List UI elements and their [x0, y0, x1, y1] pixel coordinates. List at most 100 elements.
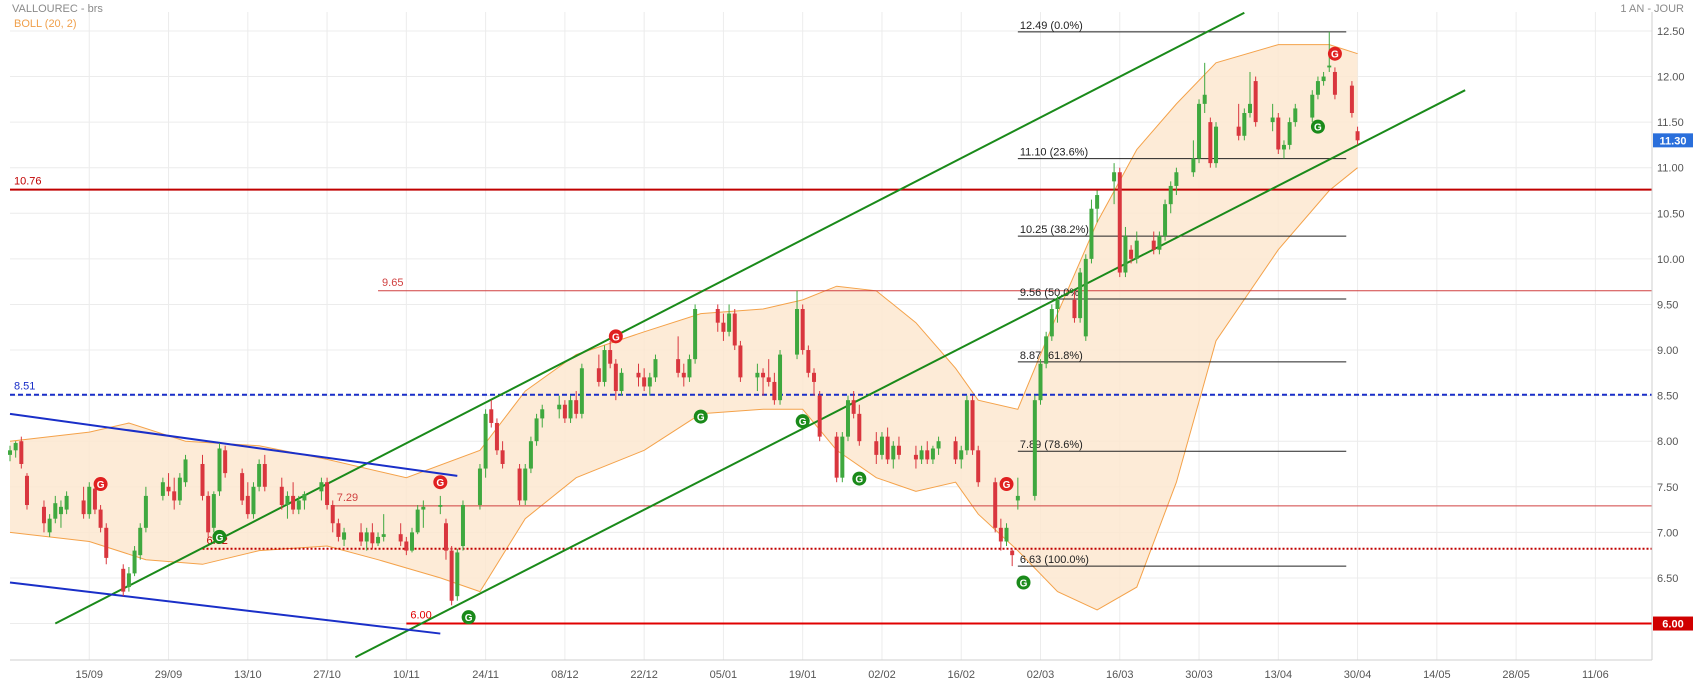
x-tick-label: 08/12	[551, 669, 579, 681]
bollinger-indicator-label[interactable]: BOLL (20, 2)	[14, 18, 77, 30]
candle-body	[87, 486, 92, 515]
candle-body	[500, 450, 505, 464]
candle-body	[727, 313, 732, 332]
candle-body	[489, 409, 494, 423]
signal-label: G	[465, 613, 473, 624]
y-tick-label: 10.50	[1657, 208, 1685, 220]
candle-body	[342, 532, 347, 540]
candle-body	[1168, 185, 1173, 205]
candle-body	[449, 550, 454, 601]
level-badge	[1653, 616, 1693, 631]
candle-body	[1208, 122, 1213, 164]
x-tick-label: 02/03	[1027, 669, 1055, 681]
buy-signal-marker	[212, 529, 227, 544]
candle-body	[845, 400, 850, 437]
candle-body	[562, 404, 567, 419]
candle-body	[681, 372, 686, 378]
candle-body	[296, 500, 301, 510]
candle-body	[1049, 309, 1054, 337]
candle-body	[1083, 258, 1088, 337]
candle-body	[998, 527, 1003, 542]
candle-body	[376, 536, 381, 544]
fib-label: 10.25 (38.2%)	[1020, 224, 1089, 236]
candle-body	[421, 506, 426, 510]
candle-body	[930, 448, 935, 460]
candle-body	[302, 494, 307, 501]
candle-body	[579, 368, 584, 414]
candle-body	[1355, 131, 1360, 141]
candle-body	[1055, 299, 1060, 310]
candle-body	[1327, 65, 1332, 68]
candle-body	[13, 443, 18, 451]
level-badge-label: 6.00	[1662, 619, 1683, 631]
x-tick-label: 13/10	[234, 669, 262, 681]
x-tick-label: 11/06	[1582, 669, 1609, 681]
candle-body	[121, 568, 126, 592]
candle-body	[523, 468, 528, 501]
candle-body	[438, 505, 443, 507]
y-tick-label: 12.00	[1657, 72, 1685, 84]
candle-body	[766, 377, 771, 382]
candle-body	[1214, 126, 1219, 164]
candle-body	[370, 532, 375, 544]
candle-body	[217, 448, 222, 492]
level-label-8.51: 8.51	[14, 381, 35, 393]
y-tick-label: 6.50	[1657, 573, 1678, 585]
bollinger-fill	[10, 44, 1358, 610]
candle-body	[636, 372, 641, 378]
green-trendline	[354, 89, 1466, 659]
y-tick-label: 9.50	[1657, 299, 1678, 311]
candle-body	[1010, 550, 1015, 556]
y-tick-label: 7.50	[1657, 482, 1678, 494]
candle-body	[251, 486, 256, 515]
x-tick-label: 05/01	[710, 669, 738, 681]
candle-body	[761, 372, 766, 378]
axes: 6.00 6.50 7.00 7.50 8.00 8.50 9.00 9.50 10.00 10.…	[10, 12, 1693, 681]
candle-body	[1310, 94, 1315, 118]
candle-body	[183, 459, 188, 483]
candle-body	[1315, 81, 1320, 95]
candle-body	[477, 468, 482, 506]
candle-body	[81, 500, 86, 515]
y-tick-label: 9.00	[1657, 345, 1678, 357]
buy-signal-marker	[852, 471, 867, 486]
candle-body	[693, 309, 698, 360]
candle-body	[953, 441, 958, 460]
fib-label: 8.87 (61.8%)	[1020, 350, 1083, 362]
candle-body	[772, 381, 777, 401]
x-tick-label: 29/09	[155, 669, 183, 681]
candle-body	[410, 532, 415, 551]
green-trendline	[54, 11, 1245, 625]
y-tick-label: 11.00	[1657, 163, 1684, 175]
signal-label: G	[1331, 50, 1339, 61]
period-label[interactable]: 1 AN - JOUR	[1620, 3, 1684, 15]
candle-body	[415, 509, 420, 533]
candle-body	[568, 400, 573, 419]
candle-body	[41, 506, 46, 524]
candle-body	[800, 309, 805, 351]
sell-signal-marker	[433, 475, 448, 490]
candle-body	[1117, 172, 1122, 273]
candle-body	[1044, 336, 1049, 364]
candle-body	[64, 495, 69, 510]
x-tick-label: 28/05	[1502, 669, 1530, 681]
candle-body	[319, 482, 324, 492]
trendlines	[9, 11, 1466, 659]
candle-body	[223, 450, 228, 474]
candle-body	[1004, 527, 1009, 542]
signal-label: G	[216, 533, 224, 544]
signals: G G G G G G G G G G G G	[93, 46, 1342, 625]
candle-body	[211, 494, 216, 528]
candle-body	[732, 313, 737, 346]
candle-body	[1332, 71, 1337, 95]
candle-body	[285, 495, 290, 506]
candle-body	[647, 377, 652, 387]
blue-trendline	[9, 412, 458, 477]
signal-label: G	[1003, 480, 1011, 491]
candle-body	[517, 468, 522, 501]
x-tick-label: 24/11	[472, 669, 499, 681]
candle-body	[840, 436, 845, 478]
candle-body	[1072, 299, 1077, 319]
candle-body	[443, 523, 448, 551]
